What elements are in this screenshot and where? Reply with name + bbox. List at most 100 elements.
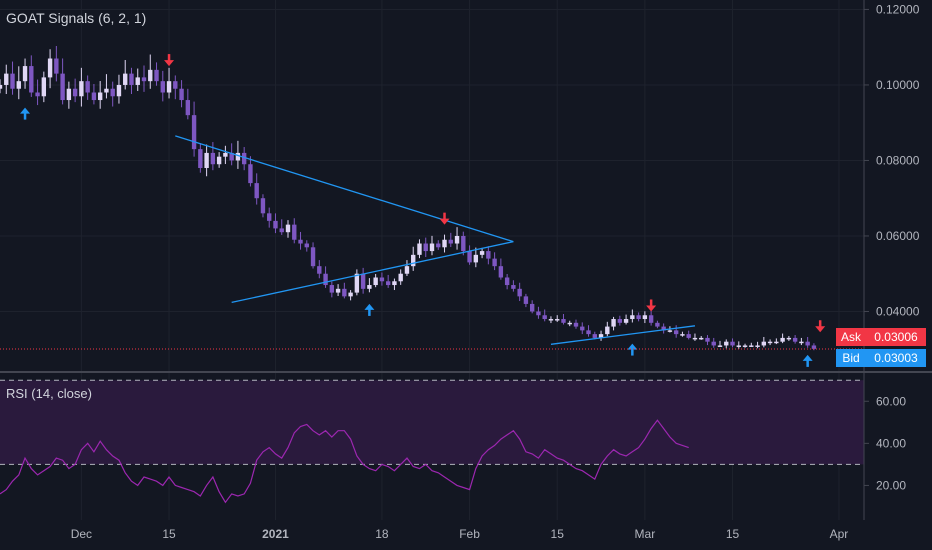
candle-body (35, 92, 40, 97)
candle-body (598, 334, 604, 338)
candle-body (673, 330, 679, 335)
candle-body (555, 319, 560, 321)
candle-body (298, 239, 303, 244)
y-axis-ticks: 0.12000 0.10000 0.08000 0.06000 0.04000 (864, 2, 920, 318)
y-tick-label: 0.12000 (876, 2, 920, 16)
candle-body (580, 326, 585, 331)
candle-body (154, 69, 159, 82)
candle-body (454, 235, 460, 244)
candle-body (241, 152, 247, 165)
arrow-head (802, 354, 813, 361)
ask-label: Ask (836, 328, 866, 346)
candle-body (436, 243, 441, 248)
sell-signal-arrow-icon (164, 54, 175, 67)
candle-body (110, 88, 115, 97)
trendline (550, 325, 696, 345)
candle-body (561, 319, 566, 323)
candle-body (29, 66, 34, 93)
candle-body (811, 345, 817, 349)
candle-body (749, 345, 754, 347)
candle-body (461, 235, 466, 252)
candle-body (605, 326, 610, 335)
signals (20, 54, 826, 367)
candle-body (104, 88, 109, 93)
candle-body (248, 164, 253, 184)
candle-body (780, 337, 785, 342)
candle-body (373, 277, 378, 286)
candle-body (529, 303, 535, 312)
indicator-title[interactable]: GOAT Signals (6, 2, 1) (6, 10, 147, 26)
candle-body (135, 77, 140, 85)
candle-body (85, 81, 90, 93)
trendline (175, 135, 514, 243)
candle-body (379, 277, 385, 282)
candle-body (504, 277, 510, 286)
candle-body (198, 149, 203, 169)
x-tick-label: Apr (830, 527, 849, 541)
arrow-head (439, 218, 450, 225)
trendline (231, 240, 514, 304)
candle-body (360, 273, 366, 289)
bid-label: Bid (836, 349, 866, 367)
candle-body (623, 319, 629, 323)
sell-signal-arrow-icon (815, 320, 826, 333)
candle-body (429, 243, 435, 252)
candle-body (22, 66, 28, 82)
x-tick-label: 15 (726, 527, 740, 541)
candle-body (317, 266, 322, 274)
candle-body (292, 224, 297, 240)
candle-body (79, 81, 84, 97)
candle-body (285, 224, 291, 233)
candle-body (342, 288, 347, 297)
candle-body (335, 288, 341, 293)
candle-body (204, 152, 209, 169)
candle-body (97, 92, 103, 101)
candle-body (116, 84, 122, 97)
candle-body (486, 251, 491, 259)
candle-body (417, 243, 422, 255)
y-tick-label: 0.10000 (876, 78, 920, 92)
buy-signal-arrow-icon (20, 107, 31, 120)
rsi-title[interactable]: RSI (14, close) (6, 386, 92, 401)
candle-body (423, 243, 428, 252)
candle-body (467, 251, 472, 263)
candle-body (323, 273, 328, 286)
x-tick-label: 2021 (262, 527, 289, 541)
candle-body (0, 84, 3, 89)
candle-body (799, 341, 804, 344)
sell-signal-arrow-icon (439, 212, 450, 225)
candle-body (166, 81, 172, 93)
candles (0, 45, 817, 351)
y-tick-label: 0.06000 (876, 229, 920, 243)
arrow-head (627, 343, 638, 350)
candle-body (385, 281, 391, 286)
candle-body (123, 73, 128, 85)
candle-body (348, 292, 353, 297)
candle-body (235, 152, 241, 161)
candle-body (717, 345, 723, 347)
ask-value: 0.03006 (866, 328, 926, 346)
arrow-head (646, 305, 657, 312)
x-tick-label: Feb (459, 527, 480, 541)
rsi-tick-label: 60.00 (876, 394, 906, 408)
candle-body (617, 319, 623, 323)
candle-body (179, 88, 184, 101)
candle-body (661, 326, 666, 331)
candle-body (310, 247, 316, 267)
candle-body (41, 77, 47, 97)
candle-body (692, 337, 698, 340)
candle-body (805, 341, 810, 346)
candle-body (473, 254, 479, 263)
candle-body (479, 251, 485, 255)
candle-body (185, 100, 191, 116)
candle-body (742, 345, 748, 347)
buy-signal-arrow-icon (802, 354, 813, 367)
trendlines (175, 135, 696, 345)
candle-body (210, 152, 216, 165)
candle-body (448, 239, 453, 244)
candle-body (191, 115, 197, 150)
candle-body (223, 152, 228, 157)
candle-body (592, 334, 597, 338)
x-tick-label: Mar (635, 527, 656, 541)
